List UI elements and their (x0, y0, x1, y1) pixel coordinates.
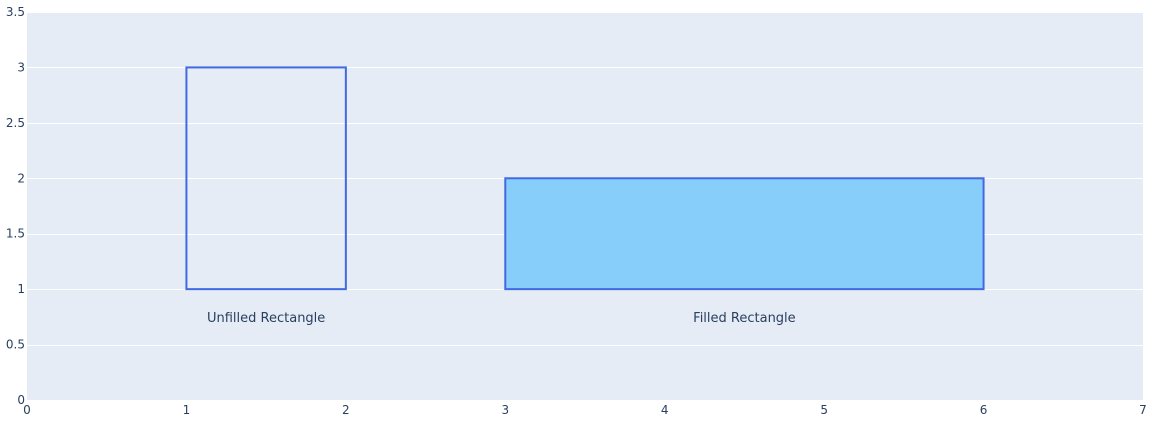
y-tick-label: 1.5 (6, 227, 25, 241)
x-tick-label: 0 (23, 403, 31, 417)
annotation-label: Filled Rectangle (693, 311, 796, 326)
unfilled-rectangle (185, 66, 347, 291)
y-tick-label: 2 (17, 171, 25, 185)
x-tick-label: 3 (501, 403, 509, 417)
y-tick-label: 3 (17, 60, 25, 74)
x-tick-label: 5 (820, 403, 828, 417)
x-tick-label: 2 (342, 403, 350, 417)
y-tick-label: 1 (17, 282, 25, 296)
filled-rectangle (504, 177, 985, 291)
annotation-label: Unfilled Rectangle (207, 311, 325, 326)
x-tick-label: 6 (980, 403, 988, 417)
y-tick-label: 0.5 (6, 338, 25, 352)
x-tick-label: 7 (1139, 403, 1147, 417)
y-tick-label: 0 (17, 393, 25, 407)
y-tick-label: 2.5 (6, 116, 25, 130)
x-tick-label: 4 (661, 403, 669, 417)
y-tick-label: 3.5 (6, 5, 25, 19)
x-tick-label: 1 (183, 403, 191, 417)
